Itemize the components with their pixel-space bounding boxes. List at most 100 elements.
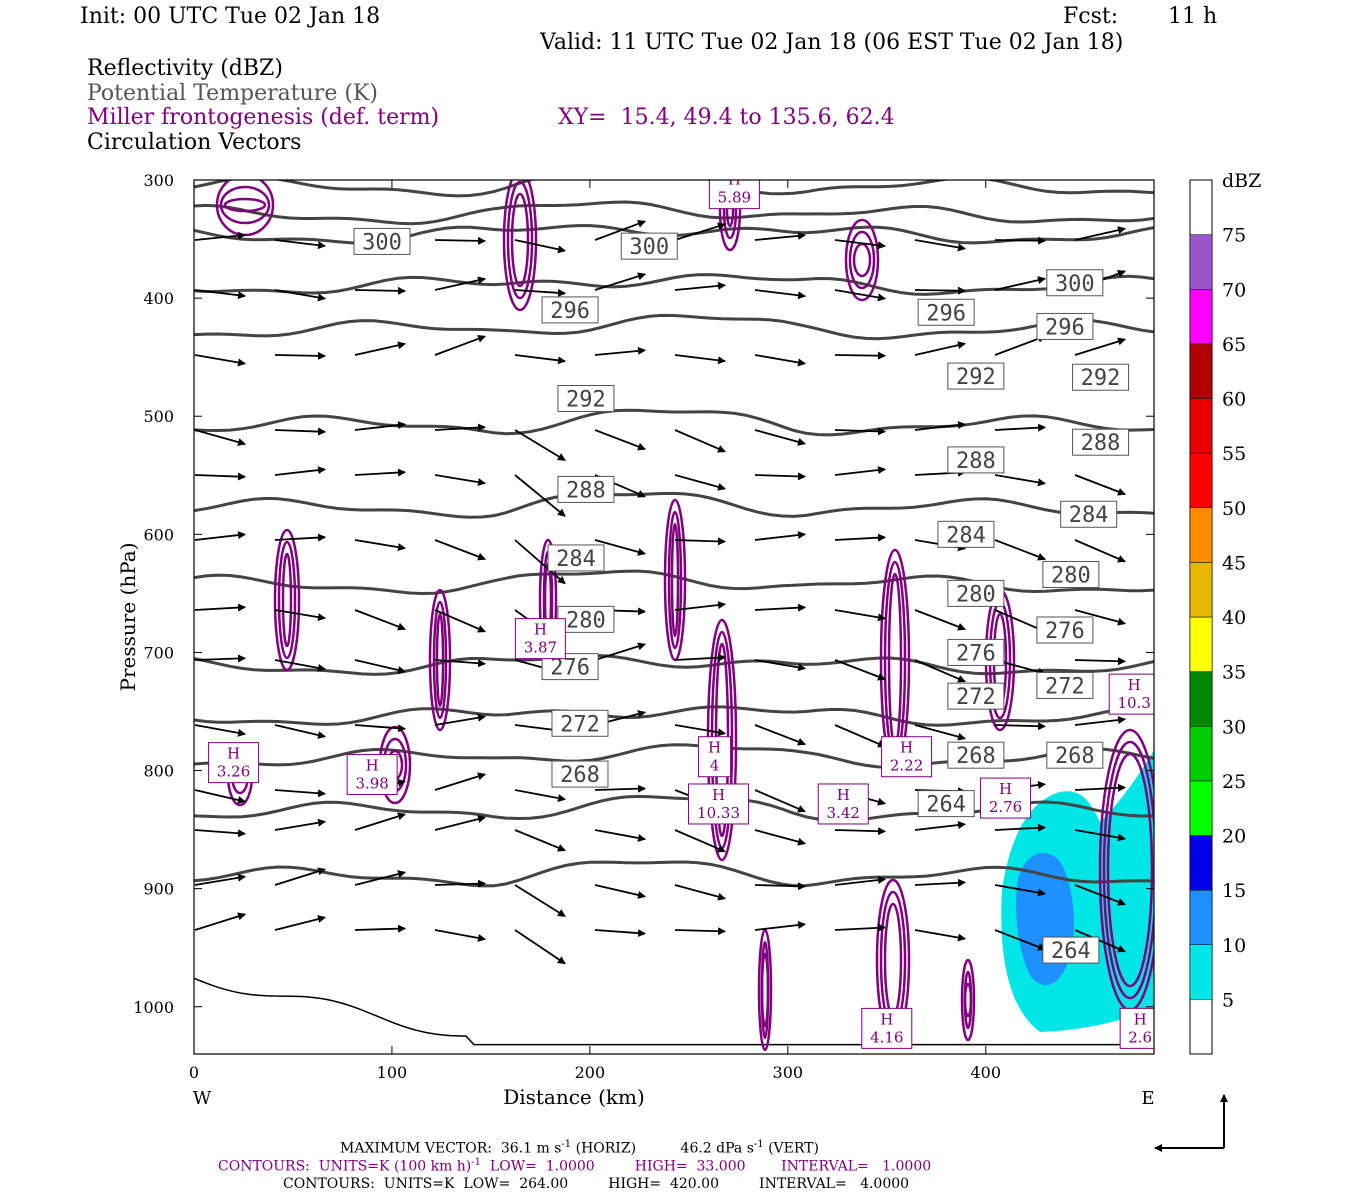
high-marker-value: 4 <box>710 757 720 775</box>
circulation-vector <box>1074 929 1126 953</box>
theta-label-box <box>353 227 411 255</box>
theta-label: 292 <box>947 362 1005 390</box>
theta-label-box <box>917 790 975 818</box>
theta-label-box <box>620 232 678 260</box>
circulation-vector <box>194 289 246 300</box>
high-marker-value: 10.3 <box>1118 694 1151 712</box>
circulation-vector <box>914 239 966 252</box>
theta-label-text: 264 <box>1051 939 1091 964</box>
colorbar-segment <box>1189 835 1213 891</box>
circulation-vector <box>434 236 486 245</box>
high-marker-letter: H <box>900 739 913 757</box>
circulation-vector <box>914 286 966 295</box>
circulation-vector <box>914 724 966 741</box>
theta-label-text: 292 <box>956 365 996 390</box>
theta-label: 296 <box>917 298 975 326</box>
circulation-vector <box>754 829 806 846</box>
theta-label-text: 276 <box>956 641 996 666</box>
circulation-vector <box>434 879 486 888</box>
circulation-vector <box>194 472 246 481</box>
circulation-vector <box>914 878 966 887</box>
circulation-vector <box>914 659 966 683</box>
circulation-vector <box>754 472 806 481</box>
theta-label-box <box>1072 428 1130 456</box>
colorbar-tick-label: 5 <box>1222 989 1234 1011</box>
circulation-vector <box>354 659 406 674</box>
theta-label: 300 <box>353 227 411 255</box>
theta-label: 268 <box>1046 741 1104 769</box>
init-time: Init: 00 UTC Tue 02 Jan 18 <box>80 4 381 29</box>
high-marker-letter: H <box>1128 676 1141 694</box>
high-marker-box <box>688 783 750 825</box>
frontogenesis-contour <box>883 902 903 1018</box>
frontogenesis-high: H10.3 <box>1108 673 1154 715</box>
theta-label-box <box>1042 560 1100 588</box>
circulation-vector <box>194 603 246 612</box>
high-marker-value: 10.33 <box>697 804 740 822</box>
circulation-vector <box>1074 884 1126 906</box>
circulation-vector <box>1074 783 1126 792</box>
theta-label: 276 <box>1036 616 1094 644</box>
circulation-vector <box>674 281 726 291</box>
high-marker-letter: H <box>712 786 725 804</box>
circulation-vector <box>674 429 726 453</box>
theta-label: 288 <box>947 446 1005 474</box>
circulation-vector <box>194 231 246 241</box>
plot-frame <box>193 179 1155 1055</box>
circulation-vector <box>834 239 886 250</box>
high-marker-letter: H <box>1134 1010 1147 1028</box>
theta-isentrope <box>194 743 1154 769</box>
theta-label: 272 <box>947 682 1005 710</box>
forecast-label: Fcst: <box>1063 4 1119 29</box>
high-marker-letter: H <box>837 786 850 804</box>
x-tick-label: 100 <box>377 1063 408 1082</box>
colorbar-segment <box>1189 507 1213 563</box>
colorbar-tick-label: 50 <box>1222 498 1246 520</box>
circulation-vector <box>914 929 966 942</box>
theta-label-box <box>1036 616 1094 644</box>
theta-label-text: 300 <box>362 230 402 255</box>
circulation-vector <box>754 231 806 241</box>
circulation-vector <box>594 429 646 451</box>
high-marker-value: 2.76 <box>989 798 1022 816</box>
frontogenesis-high: H3.87 <box>514 618 566 660</box>
colorbar-segment <box>1189 780 1213 836</box>
high-marker-value: 3.87 <box>524 639 557 657</box>
circulation-vector <box>674 927 726 936</box>
theta-label-box <box>1036 312 1094 340</box>
theta-label: 280 <box>557 605 615 633</box>
theta-label-text: 284 <box>946 523 986 548</box>
circulation-vector <box>514 829 566 852</box>
footer-theta-contours: CONTOURS: UNITS=K LOW= 264.00 HIGH= 420.… <box>283 1176 910 1192</box>
colorbar-title: dBZ <box>1222 170 1261 192</box>
theta-label-box <box>551 760 609 788</box>
circulation-vector <box>1074 829 1126 842</box>
high-marker-box <box>861 1007 913 1049</box>
high-marker-value: 2.22 <box>890 757 923 775</box>
theta-label: 284 <box>937 520 995 548</box>
circulation-vector <box>274 818 326 831</box>
circulation-vector <box>674 601 726 611</box>
theta-label: 268 <box>551 760 609 788</box>
high-marker-value: 5.89 <box>718 189 751 207</box>
circulation-vector <box>834 827 886 836</box>
circulation-vector <box>434 815 486 831</box>
circulation-vector <box>354 724 406 733</box>
circulation-vector <box>354 539 406 552</box>
theta-label-box <box>557 385 615 412</box>
circulation-vector <box>754 882 806 891</box>
circulation-vector <box>274 789 326 798</box>
circulation-vector <box>194 429 246 446</box>
frontogenesis-high: H4 <box>698 736 732 778</box>
field-frontogenesis: Miller frontogenesis (def. term) <box>87 105 440 130</box>
y-tick-label: 300 <box>143 171 174 190</box>
high-marker-value: 3.98 <box>355 774 388 792</box>
theta-isentrope <box>194 200 1154 226</box>
frontogenesis-contour <box>852 242 872 278</box>
circulation-vector <box>674 829 726 853</box>
frontogenesis-contour <box>848 230 876 290</box>
theta-label: 280 <box>1042 560 1100 588</box>
footer-max-vector: MAXIMUM VECTOR: 36.1 m s-1 (HORIZ) 46.2 … <box>340 1139 819 1157</box>
theta-label: 284 <box>1060 500 1118 528</box>
cross-section-xy: XY= 15.4, 49.4 to 135.6, 62.4 <box>558 105 895 130</box>
